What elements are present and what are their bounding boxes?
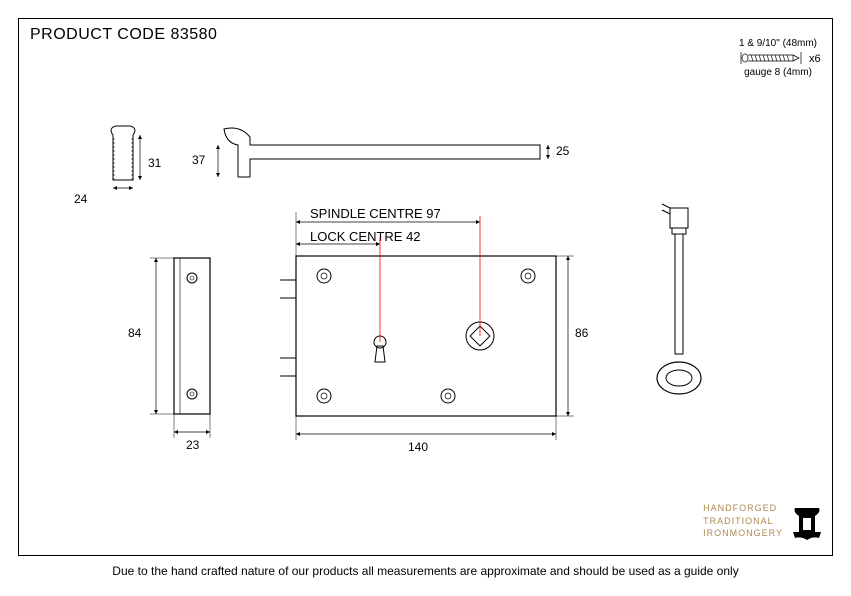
- dim-bracket-w: 24: [74, 192, 87, 206]
- key-drawing: [640, 200, 720, 420]
- top-bar: [210, 115, 570, 195]
- lock-body: [280, 210, 600, 470]
- brand-line2: TRADITIONAL: [703, 515, 783, 528]
- dim-body-h: 86: [575, 326, 588, 340]
- anvil-logo-icon: [789, 506, 825, 546]
- brand-text: HANDFORGED TRADITIONAL IRONMONGERY: [703, 502, 783, 540]
- dim-bracket-h: 31: [148, 156, 161, 170]
- screw-length: 1 & 9/10" (48mm): [733, 38, 823, 49]
- brand-line3: IRONMONGERY: [703, 527, 783, 540]
- screw-count: x6: [809, 53, 821, 65]
- dim-bar-t: 25: [556, 144, 569, 158]
- dim-keep-h: 84: [128, 326, 141, 340]
- dim-bar-h: 37: [192, 153, 205, 167]
- dim-keep-w: 23: [186, 438, 199, 452]
- disclaimer: Due to the hand crafted nature of our pr…: [0, 564, 851, 578]
- screw-icon: x6: [733, 49, 823, 67]
- brand-line1: HANDFORGED: [703, 502, 783, 515]
- screw-spec: 1 & 9/10" (48mm) x6 gauge 8 (4mm): [733, 38, 823, 78]
- dim-body-w: 140: [408, 440, 428, 454]
- keep-plate: [130, 238, 250, 498]
- product-code: PRODUCT CODE 83580: [30, 26, 217, 44]
- screw-gauge: gauge 8 (4mm): [733, 67, 823, 78]
